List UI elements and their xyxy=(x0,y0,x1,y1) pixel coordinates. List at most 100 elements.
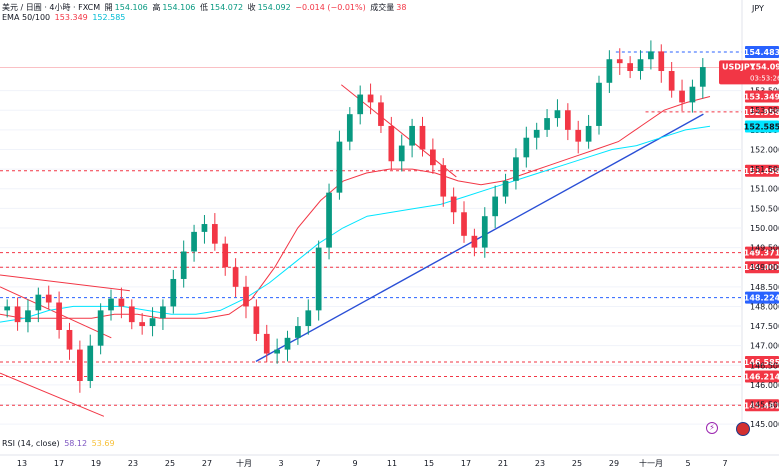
ema-label: EMA 50/100 xyxy=(2,13,51,22)
level-tag-bg xyxy=(745,291,779,304)
candle-body xyxy=(440,165,447,197)
ema50-tag-text: 153.349 xyxy=(744,93,779,102)
candle-body xyxy=(492,196,499,217)
level-tag-bg xyxy=(745,370,779,383)
ema50-tag-bg xyxy=(745,90,779,103)
y-tick-label: 150.500 xyxy=(750,204,779,213)
level-tag-bg xyxy=(745,164,779,177)
candle-body xyxy=(689,86,696,103)
candle-body xyxy=(533,129,540,138)
ema100-tag-bg xyxy=(745,120,779,133)
x-tick-label: 23 xyxy=(128,459,138,468)
candle-body xyxy=(274,349,280,354)
candle-body xyxy=(616,59,623,64)
level-tag-bg xyxy=(745,355,779,368)
candle-body xyxy=(419,125,426,150)
x-tick-label: 27 xyxy=(202,459,212,468)
level-tag-bg xyxy=(745,46,779,59)
x-tick-label: 7 xyxy=(315,459,320,468)
x-tick-label: 9 xyxy=(352,459,357,468)
candle-body xyxy=(596,82,602,126)
candle-body xyxy=(232,267,239,287)
volume-value: 38 xyxy=(396,3,407,12)
candle-body xyxy=(211,224,218,244)
y-tick-label: 147.500 xyxy=(750,322,779,331)
candle-body xyxy=(513,157,519,181)
candle-body xyxy=(554,110,561,119)
close-value: 154.092 xyxy=(257,3,291,12)
y-tick-label: 151.000 xyxy=(750,185,779,194)
x-tick-label: 11 xyxy=(387,459,397,468)
symbol-label: 美元 / 日圓 · 4小時 · FXCM xyxy=(2,3,101,12)
level-tag-bg xyxy=(745,261,779,274)
candle-body xyxy=(191,231,197,252)
x-tick-label: 21 xyxy=(498,459,508,468)
x-tick-label: 23 xyxy=(535,459,545,468)
candle-body xyxy=(149,318,156,327)
header-line-1: 美元 / 日圓 · 4小時 · FXCM 開 154.106 高 154.106 低… xyxy=(2,3,407,12)
level-tag-text: 152.958 xyxy=(744,108,779,117)
candle-body xyxy=(108,298,114,311)
candle-body xyxy=(77,349,83,381)
candle-body xyxy=(284,337,291,350)
change-value: −0.014 (−0.01%) xyxy=(295,3,366,12)
candle-body xyxy=(180,251,187,279)
y-tick-label: 146.500 xyxy=(750,361,779,370)
candle-body xyxy=(585,125,592,142)
x-tick-label: 17 xyxy=(461,459,471,468)
y-tick-label: 148.000 xyxy=(750,302,779,311)
x-tick-label: 19 xyxy=(91,459,101,468)
candle-body xyxy=(398,145,405,162)
flag-icon[interactable] xyxy=(736,422,750,436)
last-price-tag-bg xyxy=(719,60,779,85)
candle-body xyxy=(606,59,613,83)
countdown-label: 03:53:26 xyxy=(750,74,779,82)
rsi-ma-value: 53.69 xyxy=(91,439,115,448)
candle-body xyxy=(658,51,665,72)
candle-body xyxy=(315,247,322,311)
rsi-label: RSI (14, close) xyxy=(2,439,60,448)
candle-body xyxy=(139,322,146,327)
candle-body xyxy=(35,294,42,311)
candle-body xyxy=(699,67,706,87)
candle-body xyxy=(564,110,571,130)
y-tick-label: 145.500 xyxy=(750,401,779,410)
x-tick-label: 25 xyxy=(165,459,175,468)
candle-body xyxy=(378,102,384,126)
ema50-value: 153.349 xyxy=(54,13,88,22)
level-tag-bg xyxy=(745,399,779,412)
y-tick-label: 149.500 xyxy=(750,244,779,253)
candle-body xyxy=(87,345,94,381)
y-tick-label: 146.000 xyxy=(750,381,779,390)
x-tick-label: 13 xyxy=(17,459,27,468)
candle-body xyxy=(367,94,374,103)
level-tag-bg xyxy=(745,246,779,259)
candle-body xyxy=(222,243,229,268)
lightning-icon[interactable]: ⚡ xyxy=(706,422,718,434)
candle-body xyxy=(544,118,550,130)
candle-body xyxy=(4,306,11,311)
candle-body xyxy=(66,329,73,350)
level-tag-text: 146.585 xyxy=(744,358,779,367)
candle-body xyxy=(97,310,104,346)
candle-body xyxy=(679,90,685,103)
candle-body xyxy=(263,333,270,354)
candle-body xyxy=(170,278,177,307)
level-tag-text: 145.481 xyxy=(744,401,779,410)
candle-body xyxy=(253,306,260,334)
level-tag-text: 149.000 xyxy=(744,263,779,272)
candle-body xyxy=(668,71,675,91)
open-value: 154.106 xyxy=(114,3,148,12)
candle-body xyxy=(388,125,395,162)
candle-body xyxy=(160,306,166,319)
candle-body xyxy=(627,63,633,72)
ema100-tag-text: 152.585 xyxy=(744,123,779,132)
x-tick-label: 十一月 xyxy=(639,458,663,468)
candle-body xyxy=(461,212,467,236)
candle-body xyxy=(25,310,31,323)
channel-top xyxy=(0,274,130,292)
candle-body xyxy=(45,294,52,303)
candle-body xyxy=(305,310,312,327)
candle-body xyxy=(409,125,415,146)
